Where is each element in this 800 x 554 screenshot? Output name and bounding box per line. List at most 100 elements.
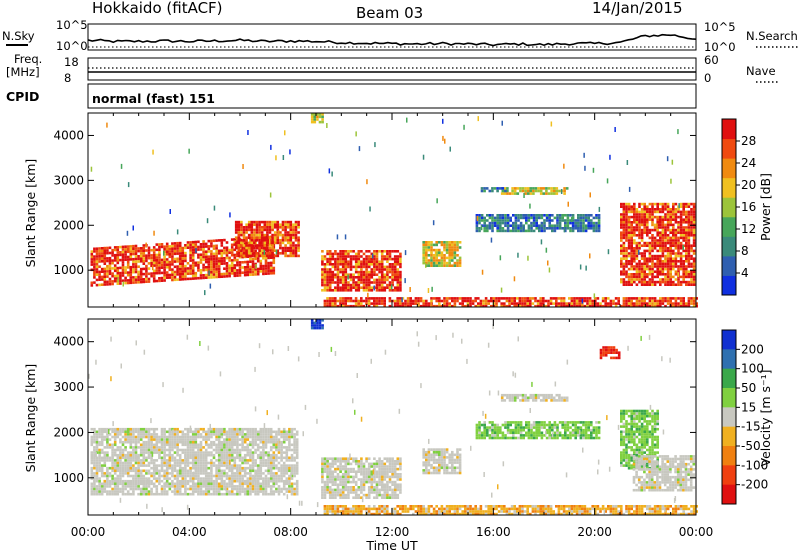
scatter-cell (648, 208, 652, 211)
scatter-cell (627, 260, 631, 263)
scatter-noise (277, 230, 280, 236)
scatter-cell (129, 250, 133, 253)
scatter-cell (197, 464, 200, 467)
scatter-cell (207, 485, 211, 488)
scatter-cell (197, 245, 200, 249)
scatter-cell (334, 286, 337, 289)
scatter-cell (349, 265, 353, 269)
scatter-cell (178, 260, 182, 263)
scatter-cell (360, 278, 363, 282)
scatter-cell (158, 256, 161, 259)
scatter-cell (210, 466, 213, 470)
scatter-cell (160, 258, 164, 262)
scatter-cell (134, 438, 138, 441)
scatter-cell (145, 469, 148, 473)
scatter-cell (506, 221, 510, 225)
scatter-cell (191, 264, 195, 267)
scatter-cell (147, 451, 151, 454)
scatter-cell (100, 464, 104, 467)
scatter-cell (399, 289, 402, 292)
scatter-cell (425, 248, 428, 252)
scatter-cell (432, 256, 436, 260)
scatter-cell (586, 299, 589, 303)
scatter-cell (499, 219, 502, 222)
scatter-cell (134, 469, 138, 473)
scatter-cell (480, 189, 484, 193)
scatter-cell (388, 276, 392, 279)
scatter-cell (661, 249, 665, 253)
scatter-cell (443, 259, 446, 262)
scatter-cell (625, 283, 628, 286)
scatter-cell (666, 239, 670, 242)
scatter-cell (189, 472, 192, 475)
scatter-cell (519, 216, 523, 220)
scatter-cell (633, 265, 636, 268)
scatter-cell (625, 210, 628, 214)
scatter-cell (513, 187, 517, 190)
scatter-cell (633, 297, 636, 300)
scatter-cell (142, 249, 146, 252)
radar-title: Hokkaido (fitACF) (92, 0, 223, 17)
scatter-cell (646, 231, 649, 234)
scatter-cell (160, 492, 164, 496)
scatter-cell (246, 265, 250, 269)
scatter-cell (643, 252, 646, 255)
scatter-cell (155, 433, 159, 436)
scatter-noise (522, 226, 525, 232)
scatter-cell (171, 443, 174, 447)
scatter-cell (243, 490, 247, 493)
scatter-cell (204, 490, 208, 493)
scatter-cell (108, 259, 112, 263)
scatter-cell (108, 485, 112, 488)
scatter-noise (188, 148, 190, 154)
scatter-cell (483, 229, 486, 233)
scatter-cell (199, 456, 203, 460)
scatter-cell (108, 251, 112, 255)
scatter-cell (321, 120, 324, 124)
scatter-cell (223, 453, 226, 457)
scatter-cell (132, 260, 135, 264)
scatter-cell (106, 474, 109, 478)
scatter-cell (321, 250, 324, 253)
scatter-cell (249, 482, 252, 486)
scatter-cell (653, 262, 657, 266)
scatter-cell (532, 219, 536, 222)
scatter-cell (173, 446, 177, 449)
scatter-cell (646, 244, 649, 247)
scatter-noise (176, 229, 179, 235)
scatter-cell (111, 446, 114, 449)
scatter-cell (111, 443, 114, 447)
scatter-cell (352, 250, 355, 253)
scatter-cell (147, 277, 151, 281)
scatter-cell (627, 247, 631, 250)
scatter-cell (388, 255, 392, 258)
scatter-cell (171, 482, 174, 486)
scatter-cell (279, 244, 282, 247)
scatter-cell (679, 210, 683, 214)
scatter-cell (461, 299, 464, 303)
scatter-cell (230, 464, 234, 467)
scatter-noise (163, 250, 165, 256)
scatter-cell (687, 239, 691, 242)
scatter-noise (127, 182, 130, 188)
scatter-cell (289, 236, 293, 239)
scatter-cell (194, 430, 198, 434)
scatter-cell (132, 453, 135, 457)
scatter-cell (158, 438, 161, 441)
scatter-cell (100, 474, 104, 478)
scatter-cell (176, 435, 179, 439)
scatter-cell (223, 459, 226, 462)
scatter-cell (328, 302, 332, 305)
scatter-cell (666, 280, 670, 284)
scatter-cell (622, 208, 626, 211)
scatter-cell (556, 219, 559, 222)
scatter-cell (625, 275, 628, 279)
scatter-cell (656, 241, 659, 245)
colorbar-segment (722, 177, 736, 198)
scatter-cell (653, 244, 657, 247)
scatter-cell (399, 270, 402, 274)
scatter-cell (373, 273, 376, 276)
scatter-cell (514, 219, 518, 222)
scatter-cell (137, 247, 140, 250)
scatter-cell (152, 435, 156, 439)
